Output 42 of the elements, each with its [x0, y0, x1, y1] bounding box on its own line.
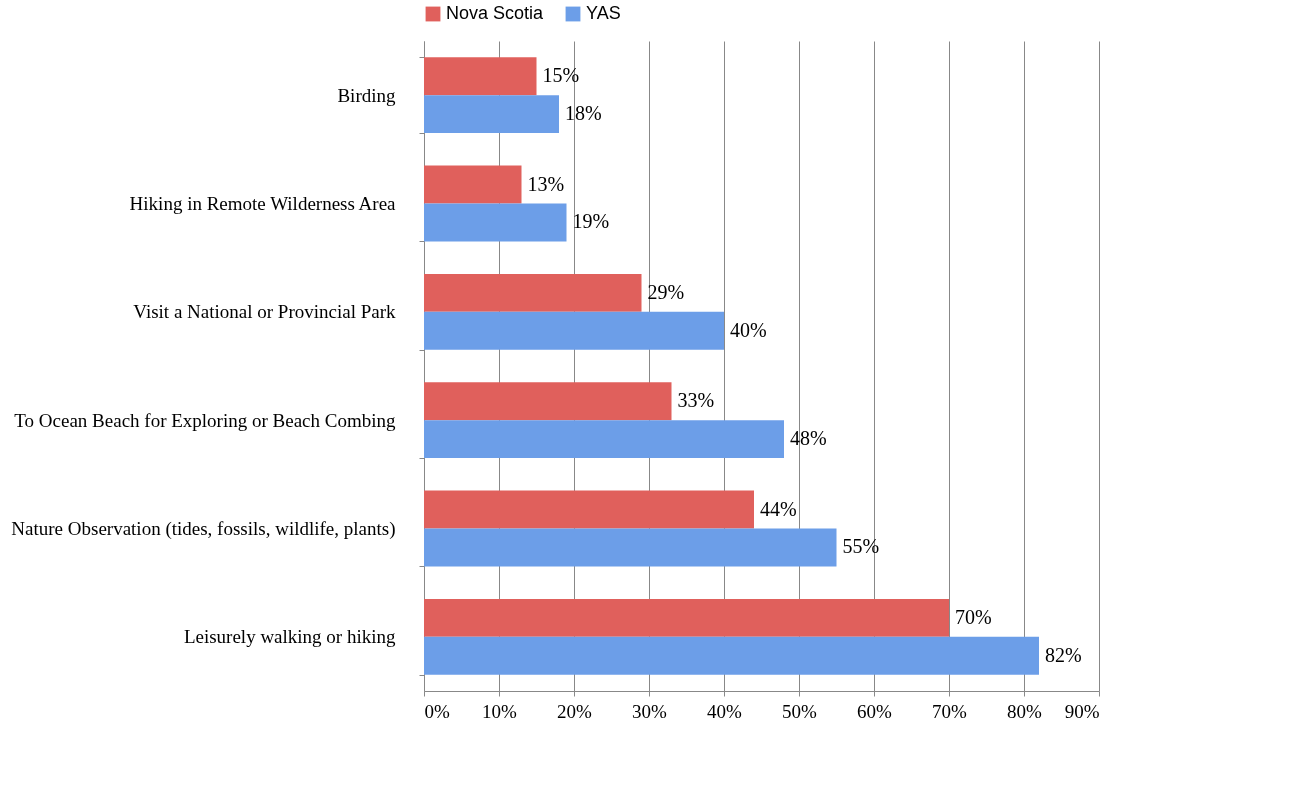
y-tick-label: Leisurely walking or hiking	[183, 626, 396, 648]
x-tick-label: 30%	[632, 700, 668, 722]
bar	[424, 490, 754, 529]
bar	[424, 420, 784, 459]
data-label: 15%	[542, 64, 580, 87]
y-tick-label: Hiking in Remote Wilderness Area	[129, 193, 397, 214]
x-tick-label: 90%	[1064, 700, 1100, 722]
data-label: 70%	[955, 605, 992, 628]
bar	[424, 95, 559, 134]
bar	[424, 598, 949, 637]
bar	[424, 273, 642, 312]
data-label: 19%	[572, 210, 610, 233]
bar	[424, 528, 837, 567]
y-tick-label: Nature Observation (tides, fossils, wildlife, plants)	[11, 518, 396, 540]
x-tick-label: 80%	[1007, 700, 1043, 722]
data-label: 29%	[647, 280, 685, 303]
y-tick-label: Visit a National or Provincial Park	[133, 301, 396, 323]
y-tick-label: To Ocean Beach for Exploring or Beach Combing	[14, 409, 396, 431]
y-tick-label: Birding	[337, 84, 396, 106]
data-label: 48%	[790, 427, 827, 450]
bar	[424, 311, 724, 350]
data-label: 18%	[565, 102, 602, 125]
legend-label: Nova Scotia	[446, 3, 545, 23]
data-label: 40%	[730, 318, 767, 341]
x-tick-label: 60%	[857, 700, 893, 722]
data-label: 13%	[527, 172, 565, 195]
data-label: 44%	[760, 497, 797, 520]
x-tick-label: 20%	[557, 700, 593, 722]
data-label: 82%	[1045, 643, 1082, 666]
x-tick-label: 0%	[424, 700, 450, 722]
x-tick-label: 10%	[482, 700, 518, 722]
x-tick-label: 40%	[707, 700, 743, 722]
bar	[424, 165, 522, 204]
data-label: 33%	[677, 389, 715, 412]
bar	[424, 636, 1039, 675]
data-label: 55%	[842, 535, 880, 558]
bar	[424, 382, 672, 421]
x-tick-label: 50%	[782, 700, 818, 722]
bar	[424, 57, 537, 96]
bar	[424, 203, 567, 242]
legend-label: YAS	[586, 3, 621, 23]
x-tick-label: 70%	[932, 700, 968, 722]
